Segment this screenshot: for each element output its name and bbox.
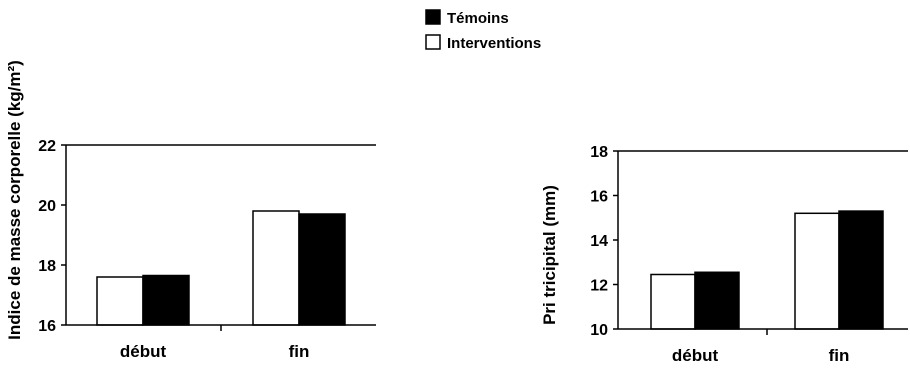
skinfold-bar-temoins-debut bbox=[694, 271, 740, 330]
bmi-bar-temoins-fin bbox=[298, 213, 346, 326]
legend-swatch-temoins bbox=[425, 9, 441, 25]
bmi-bar-interventions-fin bbox=[252, 210, 300, 326]
chart-bmi: 16 18 20 22 début fin Indice de masse corporel… bbox=[5, 60, 376, 361]
legend-label-temoins: Témoins bbox=[447, 10, 509, 27]
skinfold-y-axis-title: Pri tricipital (mm) bbox=[540, 185, 559, 325]
chart-skinfold: 10 12 14 16 18 début fin Pri tricipital (mm) bbox=[540, 144, 908, 365]
bmi-category-label: début bbox=[120, 342, 167, 361]
skinfold-bar-temoins-fin bbox=[838, 210, 884, 330]
skinfold-bar-interventions-fin bbox=[794, 212, 840, 330]
skinfold-y-tick-label: 16 bbox=[590, 189, 608, 206]
bmi-y-tick-label: 16 bbox=[38, 318, 56, 335]
bmi-bar-temoins-debut bbox=[142, 274, 190, 326]
bmi-y-tick-label: 22 bbox=[38, 138, 56, 155]
skinfold-y-tick-label: 12 bbox=[590, 278, 608, 295]
skinfold-y-tick-label: 18 bbox=[590, 144, 608, 161]
bmi-category-label: fin bbox=[289, 342, 310, 361]
bmi-y-tick-label: 18 bbox=[38, 258, 56, 275]
skinfold-category-label: fin bbox=[829, 346, 850, 365]
bmi-y-tick-label: 20 bbox=[38, 198, 56, 215]
skinfold-bar-interventions-debut bbox=[650, 273, 696, 330]
bmi-y-axis-title: Indice de masse corporelle (kg/m²) bbox=[5, 60, 24, 340]
skinfold-category-label: début bbox=[672, 346, 719, 365]
bmi-bar-interventions-debut bbox=[96, 276, 144, 326]
legend: Témoins Interventions bbox=[425, 9, 541, 52]
legend-label-interventions: Interventions bbox=[447, 35, 541, 52]
legend-swatch-interventions bbox=[425, 34, 441, 50]
skinfold-y-tick-label: 10 bbox=[590, 322, 608, 339]
skinfold-y-tick-label: 14 bbox=[590, 233, 608, 250]
